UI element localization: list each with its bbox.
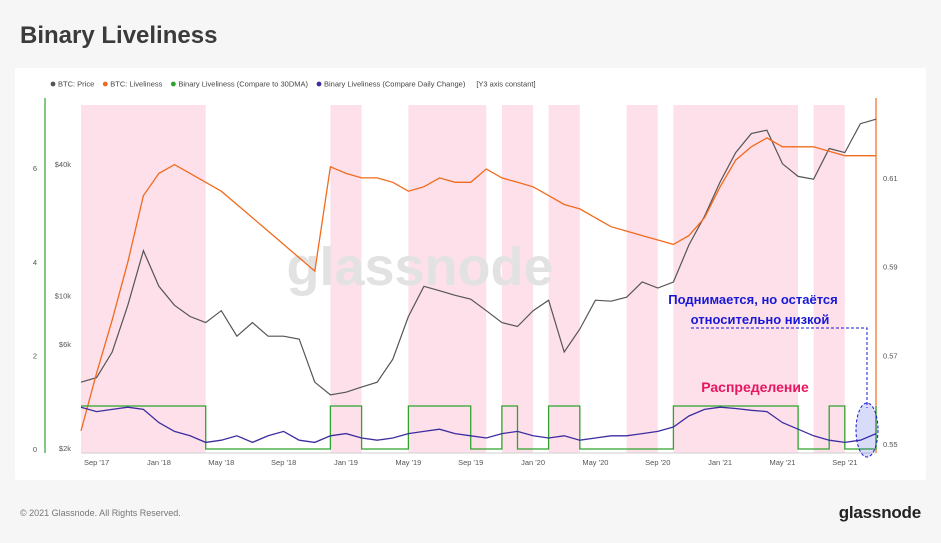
y-right-tick-0: 0.55 [883, 440, 898, 449]
legend-dot-0 [50, 81, 56, 87]
series-line-3 [80, 406, 877, 444]
y-left-tick-0: 0 [33, 445, 37, 454]
x-tick-0: Sep '17 [84, 458, 109, 467]
series-line-0 [80, 118, 877, 396]
x-tick-4: Jan '19 [334, 458, 358, 467]
legend-entry-0: BTC: Price [58, 80, 94, 89]
y-left-tick-3: 6 [33, 164, 37, 173]
highlight-band-7 [813, 105, 845, 453]
y-right-tick-3: 0.61 [883, 174, 898, 183]
legend-dot-2 [170, 81, 176, 87]
chart-svg: glassnode BTC: Price BTC: Liveliness Binar… [33, 80, 898, 468]
y-left-tick-1: 2 [33, 351, 37, 360]
highlight-band-6 [673, 105, 799, 453]
x-tick-3: Sep '18 [271, 458, 296, 467]
highlight-band-4 [548, 105, 580, 453]
y-right-ticks: 0.55 0.57 0.59 0.61 [883, 174, 898, 449]
annotation-highlight-ellipse [855, 402, 879, 458]
annotation-line-1: Поднимается, но остаётся [668, 292, 837, 307]
highlight-band-1 [330, 105, 362, 453]
highlight-band-3 [501, 105, 534, 453]
y-price-tick-1: $6k [59, 340, 71, 349]
legend-dot-1 [102, 81, 108, 87]
x-tick-5: May '19 [395, 458, 421, 467]
x-ticks: Sep '17 Jan '18 May '18 Sep '18 Jan '19 May '… [84, 458, 857, 467]
legend: BTC: Price BTC: Liveliness Binary Liveline… [50, 80, 536, 89]
x-tick-6: Sep '19 [458, 458, 483, 467]
x-tick-8: May '20 [582, 458, 608, 467]
brand-logo: glassnode [838, 503, 921, 522]
legend-entry-1: BTC: Liveliness [110, 80, 162, 89]
x-tick-1: Jan '18 [147, 458, 171, 467]
annotation-line-2: относительно низкой [691, 312, 830, 327]
y-price-ticks: $2k $6k $10k $40k [55, 160, 72, 453]
highlight-band-0 [81, 105, 206, 453]
series-line-2 [81, 405, 877, 450]
watermark: glassnode [286, 237, 553, 297]
y-price-tick-0: $2k [59, 444, 71, 453]
x-tick-2: May '18 [208, 458, 234, 467]
y-right-tick-1: 0.57 [883, 351, 898, 360]
annotation-distribution: Распределение [701, 379, 809, 395]
legend-dot-3 [316, 81, 322, 87]
highlight-bands [81, 105, 845, 453]
highlight-band-5 [626, 105, 658, 453]
highlight-band-2 [408, 105, 487, 453]
x-tick-7: Jan '20 [521, 458, 545, 467]
annotations: Поднимается, но остаётся относительно низ… [668, 292, 879, 458]
legend-note: [Y3 axis constant] [476, 80, 535, 89]
y-price-tick-3: $40k [55, 160, 72, 169]
legend-entry-2: Binary Liveliness (Compare to 30DMA) [178, 80, 308, 89]
y-left-ticks: 0 2 4 6 [33, 164, 37, 454]
series-lines [80, 118, 877, 450]
x-tick-12: Sep '21 [832, 458, 857, 467]
x-tick-9: Sep '20 [645, 458, 670, 467]
x-tick-10: Jan '21 [708, 458, 732, 467]
page-title: Binary Liveliness [20, 22, 218, 49]
y-right-tick-2: 0.59 [883, 263, 898, 272]
legend-entry-3: Binary Liveliness (Compare Daily Change) [324, 80, 466, 89]
y-left-tick-2: 4 [33, 258, 37, 267]
x-tick-11: May '21 [769, 458, 795, 467]
annotation-pointer [691, 327, 868, 408]
chart-card: glassnode BTC: Price BTC: Liveliness Binar… [15, 68, 926, 480]
series-line-1 [80, 137, 876, 431]
copyright-text: © 2021 Glassnode. All Rights Reserved. [20, 508, 181, 518]
y-price-tick-2: $10k [55, 291, 72, 300]
